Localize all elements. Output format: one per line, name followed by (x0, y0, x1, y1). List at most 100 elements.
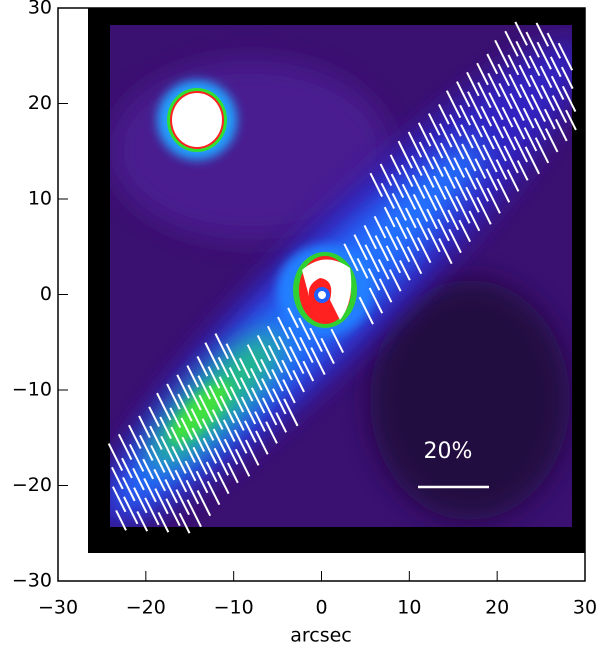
pol-vector (519, 83, 534, 111)
pol-vector (439, 123, 453, 148)
pol-vector (330, 328, 345, 354)
pol-vector (142, 458, 155, 480)
pol-vector (504, 30, 519, 57)
pol-vector (533, 117, 547, 141)
pol-vector (426, 208, 438, 230)
pol-vector (206, 480, 221, 506)
pol-vector (544, 128, 559, 153)
pol-vector (374, 235, 390, 262)
pol-vector (454, 176, 468, 201)
pol-vector (494, 39, 510, 68)
pol-vector (149, 425, 163, 450)
pol-vector (405, 226, 420, 252)
pol-vector (143, 477, 157, 503)
pol-vector (144, 497, 160, 526)
pol-vector (195, 470, 209, 494)
pol-vector (128, 424, 142, 450)
pol-vector (528, 55, 541, 77)
pol-vector (256, 335, 272, 362)
pol-vector (192, 446, 208, 475)
pol-vector (459, 104, 471, 126)
pol-vector (410, 155, 423, 177)
pol-vector (391, 192, 407, 221)
pol-vector (379, 163, 393, 187)
pol-vector (240, 396, 257, 425)
pol-vector (156, 392, 172, 421)
pol-vector (211, 409, 224, 430)
pol-vector (464, 167, 477, 190)
pol-vector (384, 225, 399, 251)
x-tick-label: 0 (315, 597, 327, 619)
pol-vector (204, 342, 220, 371)
pol-vector (368, 287, 384, 314)
pol-vector (417, 122, 432, 147)
pol-vector (518, 64, 532, 88)
pol-vector (208, 385, 223, 412)
pol-vector (404, 207, 417, 229)
pol-vector (551, 95, 568, 123)
pol-vector (495, 159, 508, 180)
pol-vector (417, 237, 432, 264)
pol-vector (407, 131, 423, 158)
pol-vector (364, 244, 380, 273)
pol-vector (491, 116, 505, 139)
pol-vector (207, 366, 221, 389)
pol-vector (217, 356, 230, 378)
pol-vector (255, 430, 269, 455)
pol-vector (177, 393, 193, 422)
x-tick-label: 20 (485, 597, 509, 619)
pol-vector (460, 124, 474, 149)
pol-vector (128, 444, 145, 472)
pol-vector (448, 228, 462, 254)
pol-vector (353, 234, 368, 261)
y-tick-label: 0 (40, 283, 52, 305)
pol-vector (427, 227, 441, 253)
pol-vector (275, 412, 288, 433)
pol-vector (202, 437, 218, 464)
pol-vector (449, 114, 462, 137)
pol-vector (212, 428, 227, 453)
pol-vector (513, 136, 529, 163)
pol-vector (468, 210, 481, 232)
pol-vector (502, 126, 517, 151)
pol-vector (445, 90, 462, 119)
pol-vector (470, 115, 483, 138)
pol-vector (444, 185, 459, 212)
pol-vector (265, 421, 278, 444)
pol-vector (184, 460, 197, 482)
pol-vector (216, 471, 230, 495)
pol-vector (178, 512, 191, 534)
pol-vector (388, 269, 402, 292)
pol-vector (539, 65, 553, 89)
pol-vector (488, 92, 504, 121)
pol-vector (503, 145, 519, 174)
pol-vector (496, 178, 511, 203)
pol-vector (534, 137, 550, 164)
pol-vector (181, 436, 196, 463)
x-tick-label: 30 (573, 597, 597, 619)
pol-vector (455, 195, 471, 224)
pol-vector (310, 347, 326, 375)
pol-vector (523, 127, 538, 152)
pol-vector (458, 219, 472, 243)
pol-vector (138, 415, 151, 439)
pol-vector (476, 62, 489, 86)
pol-vector (514, 21, 528, 46)
pol-vector (186, 365, 200, 388)
pol-vector (302, 360, 315, 382)
pol-vector (432, 156, 444, 177)
pol-vector (530, 94, 546, 123)
pol-vector (508, 73, 522, 99)
pol-vector (466, 71, 480, 97)
pol-vector (515, 40, 531, 69)
pol-vector (246, 344, 263, 373)
pol-vector (239, 377, 254, 402)
pol-vector (266, 325, 281, 351)
pol-vector (471, 134, 486, 161)
y-tick-label: −30 (12, 570, 52, 592)
pol-vector (218, 376, 233, 401)
pol-vector (385, 245, 402, 274)
pol-vector (433, 175, 447, 200)
pol-vector (139, 434, 154, 461)
pol-vector (443, 166, 456, 189)
